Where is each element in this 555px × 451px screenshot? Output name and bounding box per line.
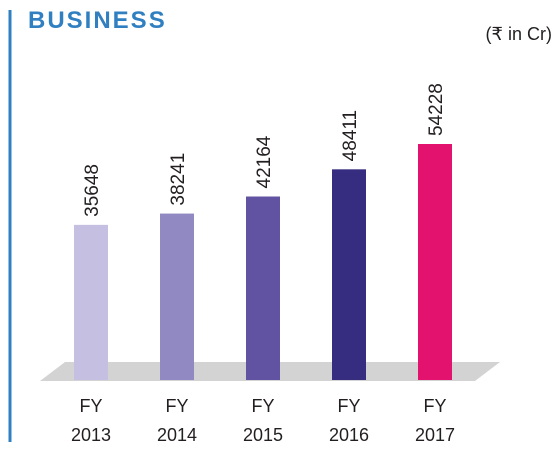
bar <box>418 144 452 380</box>
bar <box>332 169 366 380</box>
x-tick-label: FY 2016 <box>329 396 369 445</box>
x-tick-label: FY 2017 <box>415 396 455 445</box>
x-tick-label: FY 2013 <box>71 396 111 445</box>
bar <box>246 196 280 380</box>
x-tick-label: FY 2014 <box>157 396 197 445</box>
bar <box>74 224 108 380</box>
bar <box>160 213 194 380</box>
x-tick-label: FY 2015 <box>243 396 283 445</box>
value-label: 35648 <box>82 164 103 217</box>
value-label: 42164 <box>254 135 275 188</box>
chart-title: BUSINESS <box>28 7 167 34</box>
value-label: 54228 <box>426 83 447 136</box>
unit-note: (₹ in Cr) <box>486 24 552 44</box>
value-label: 48411 <box>340 110 361 161</box>
value-label: 38241 <box>168 153 189 206</box>
